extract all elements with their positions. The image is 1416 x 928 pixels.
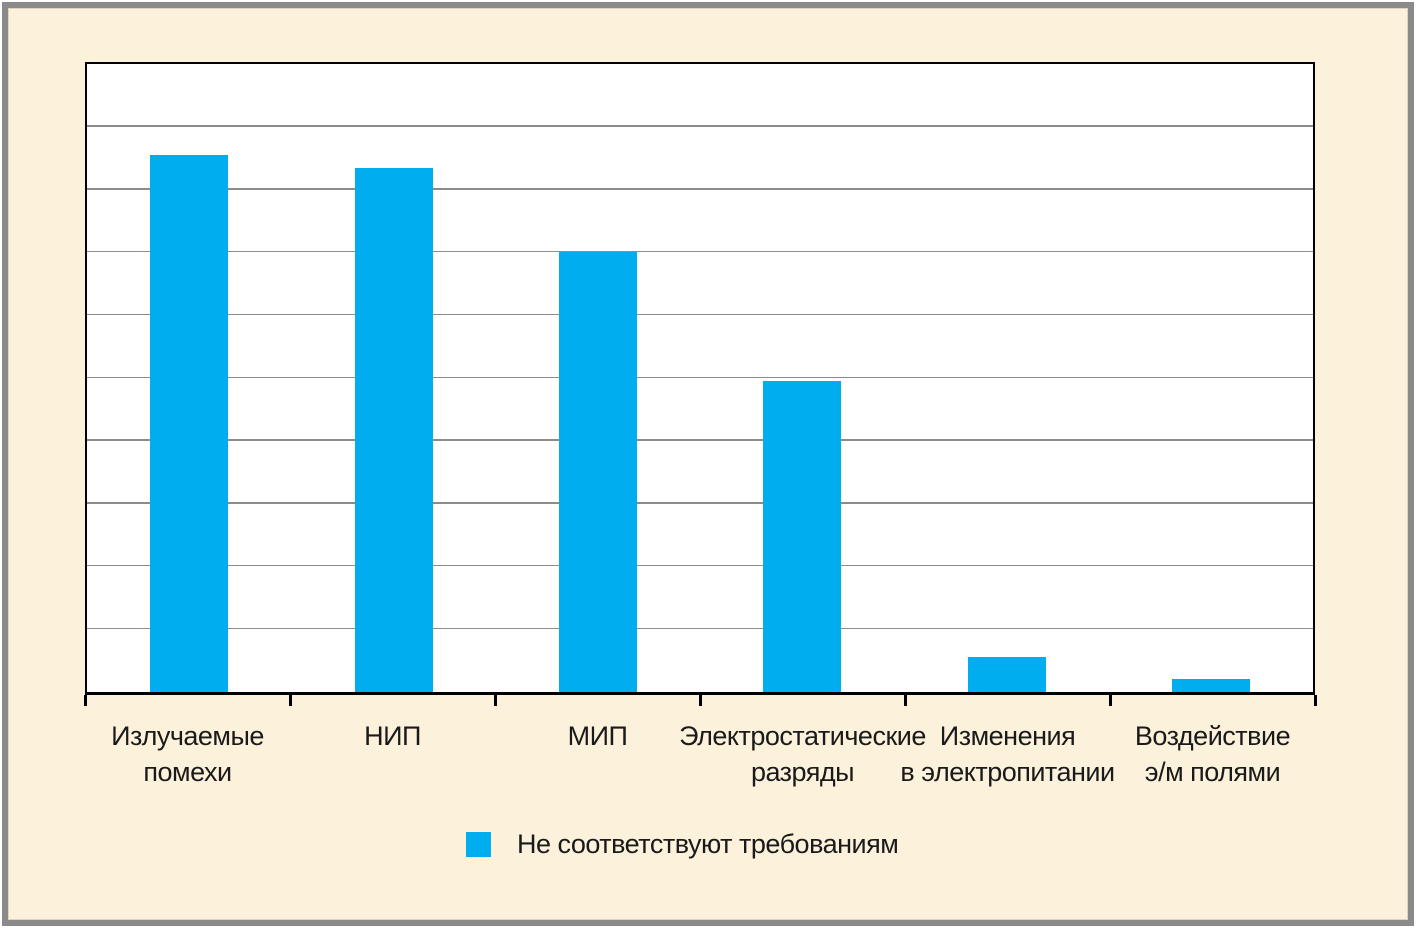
x-axis-tick <box>904 695 907 706</box>
gridline <box>87 376 1313 378</box>
x-axis-tick <box>84 695 87 706</box>
bar <box>150 155 229 692</box>
bar <box>354 167 433 692</box>
x-axis-label: Воздействие э/м полями <box>1134 721 1291 787</box>
legend-label: Не соответствуют требованиям <box>517 829 899 859</box>
gridline <box>87 125 1313 127</box>
bar <box>1171 679 1250 692</box>
x-axis-label: НИП <box>364 721 421 751</box>
x-axis-tick <box>494 695 497 706</box>
gridline <box>87 439 1313 441</box>
bars <box>87 64 1313 692</box>
gridline <box>87 313 1313 316</box>
legend: Не соответствуют требованиям <box>466 829 899 860</box>
plot-area <box>85 62 1315 695</box>
x-axis-label: Электростатические разряды <box>679 721 926 787</box>
gridline <box>87 188 1313 190</box>
gridline <box>87 502 1313 504</box>
x-axis-tick <box>699 695 702 706</box>
bar <box>967 657 1046 692</box>
x-axis-tick <box>1314 695 1317 706</box>
legend-swatch <box>466 832 491 857</box>
bar <box>763 381 842 692</box>
gridline <box>87 250 1313 253</box>
gridlines <box>87 64 1313 692</box>
x-axis-label: МИП <box>567 721 628 751</box>
x-axis-tick <box>289 695 292 706</box>
x-axis-tick <box>1109 695 1112 706</box>
x-axis-label: Излучаемые помехи <box>111 721 264 787</box>
gridline <box>87 564 1313 567</box>
gridline <box>87 627 1313 630</box>
bar <box>558 252 637 692</box>
x-axis-label: Изменения в электропитании <box>900 721 1115 787</box>
